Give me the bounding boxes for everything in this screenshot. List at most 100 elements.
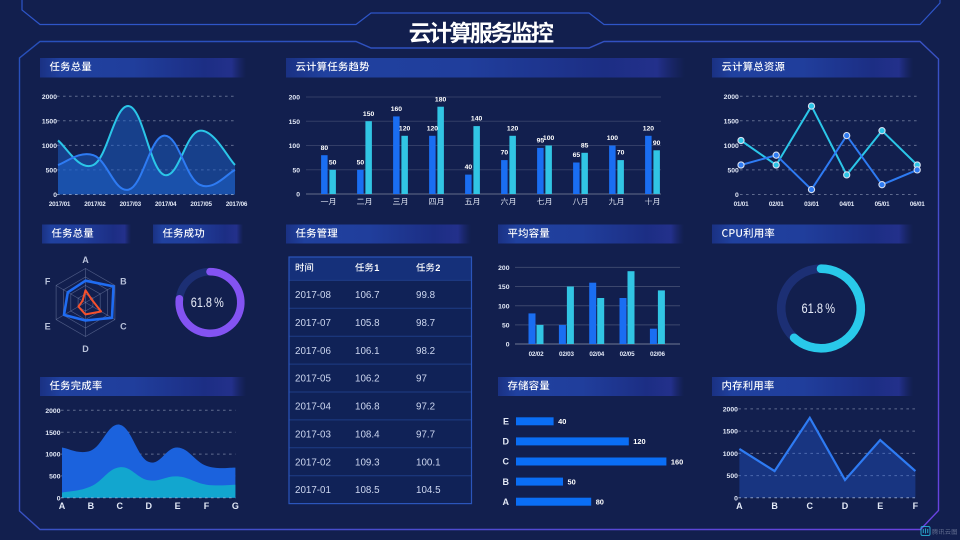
svg-text:2017/05: 2017/05: [190, 201, 212, 208]
svg-text:2017/03: 2017/03: [120, 201, 142, 208]
svg-text:B: B: [88, 501, 95, 511]
svg-text:500: 500: [727, 473, 739, 480]
svg-text:150: 150: [289, 119, 301, 126]
svg-text:1: 1: [374, 263, 379, 273]
svg-text:2017-03: 2017-03: [295, 429, 332, 440]
svg-text:500: 500: [727, 168, 739, 175]
svg-text:140: 140: [471, 116, 483, 123]
svg-text:E: E: [45, 322, 51, 332]
svg-text:100: 100: [498, 303, 510, 310]
svg-text:2017/01: 2017/01: [49, 201, 71, 208]
svg-text:106.7: 106.7: [355, 290, 380, 301]
svg-text:G: G: [232, 501, 239, 511]
svg-text:90: 90: [653, 140, 661, 147]
svg-text:2017/02: 2017/02: [84, 201, 106, 208]
svg-text:1000: 1000: [723, 451, 738, 458]
svg-text:02/01: 02/01: [769, 201, 784, 208]
svg-text:2017-05: 2017-05: [295, 374, 332, 385]
svg-text:97.2: 97.2: [416, 402, 435, 413]
svg-text:98.2: 98.2: [416, 346, 435, 357]
svg-text:120: 120: [643, 125, 655, 132]
svg-text:B: B: [771, 501, 778, 511]
svg-text:0: 0: [735, 192, 739, 199]
svg-text:100.1: 100.1: [416, 457, 441, 468]
svg-text:50: 50: [357, 159, 365, 166]
svg-text:95: 95: [537, 138, 545, 145]
svg-text:2000: 2000: [42, 94, 57, 101]
svg-text:C: C: [503, 457, 510, 467]
svg-text:2017-01: 2017-01: [295, 485, 331, 496]
svg-text:D: D: [503, 437, 510, 447]
svg-text:A: A: [82, 255, 89, 265]
svg-text:65: 65: [573, 152, 581, 159]
svg-text:1500: 1500: [42, 118, 57, 125]
svg-text:100: 100: [607, 135, 619, 142]
svg-text:70: 70: [501, 150, 509, 157]
svg-text:0: 0: [734, 495, 738, 502]
svg-text:B: B: [503, 477, 510, 487]
svg-text:150: 150: [363, 111, 375, 118]
svg-text:02/05: 02/05: [620, 351, 635, 358]
svg-text:50: 50: [329, 159, 337, 166]
svg-text:80: 80: [596, 498, 604, 507]
svg-text:A: A: [503, 497, 510, 507]
svg-text:106.1: 106.1: [355, 346, 380, 357]
svg-text:100: 100: [289, 143, 301, 150]
svg-text:05/01: 05/01: [875, 201, 890, 208]
svg-text:85: 85: [581, 142, 589, 149]
svg-text:D: D: [145, 501, 152, 511]
svg-text:E: E: [175, 501, 181, 511]
svg-text:0: 0: [57, 495, 61, 502]
svg-text:0: 0: [296, 192, 300, 199]
svg-text:500: 500: [46, 168, 58, 175]
svg-text:61.8 %: 61.8 %: [802, 301, 836, 316]
svg-text:70: 70: [617, 150, 625, 157]
svg-text:120: 120: [507, 125, 519, 132]
svg-text:50: 50: [568, 477, 576, 486]
svg-text:98.7: 98.7: [416, 318, 435, 329]
svg-text:120: 120: [633, 437, 645, 446]
svg-text:2017-02: 2017-02: [295, 457, 331, 468]
svg-text:F: F: [45, 276, 51, 286]
svg-text:61.8 %: 61.8 %: [191, 295, 224, 310]
svg-text:104.5: 104.5: [416, 485, 441, 496]
svg-text:2000: 2000: [45, 408, 60, 415]
svg-text:03/01: 03/01: [804, 201, 819, 208]
svg-text:2000: 2000: [724, 94, 739, 101]
svg-text:1500: 1500: [45, 430, 60, 437]
svg-text:D: D: [82, 344, 89, 354]
svg-text:1500: 1500: [723, 429, 738, 436]
svg-text:2017-08: 2017-08: [295, 290, 332, 301]
svg-text:80: 80: [321, 145, 329, 152]
svg-text:106.2: 106.2: [355, 374, 380, 385]
svg-text:0: 0: [53, 192, 57, 199]
svg-text:106.8: 106.8: [355, 402, 380, 413]
svg-text:A: A: [736, 501, 743, 511]
svg-text:04/01: 04/01: [839, 201, 854, 208]
svg-text:50: 50: [502, 323, 510, 330]
svg-text:40: 40: [465, 164, 473, 171]
svg-text:1000: 1000: [42, 143, 57, 150]
svg-text:160: 160: [671, 457, 683, 466]
svg-text:02/03: 02/03: [559, 351, 574, 358]
svg-text:06/01: 06/01: [910, 201, 925, 208]
svg-text:180: 180: [435, 96, 447, 103]
svg-text:02/06: 02/06: [650, 351, 665, 358]
svg-text:97: 97: [416, 374, 427, 385]
svg-text:02/02: 02/02: [529, 351, 544, 358]
svg-text:2017-04: 2017-04: [295, 402, 332, 413]
svg-text:200: 200: [498, 265, 510, 272]
svg-text:200: 200: [289, 95, 301, 102]
svg-text:F: F: [913, 501, 919, 511]
svg-text:C: C: [117, 501, 124, 511]
svg-text:160: 160: [391, 106, 403, 113]
svg-text:2017-07: 2017-07: [295, 318, 331, 329]
svg-text:F: F: [204, 501, 210, 511]
svg-text:1000: 1000: [45, 452, 60, 459]
svg-text:150: 150: [498, 284, 510, 291]
svg-text:500: 500: [49, 474, 61, 481]
svg-text:50: 50: [292, 167, 300, 174]
svg-text:C: C: [807, 501, 814, 511]
svg-text:100: 100: [543, 135, 555, 142]
svg-text:01/01: 01/01: [734, 201, 749, 208]
